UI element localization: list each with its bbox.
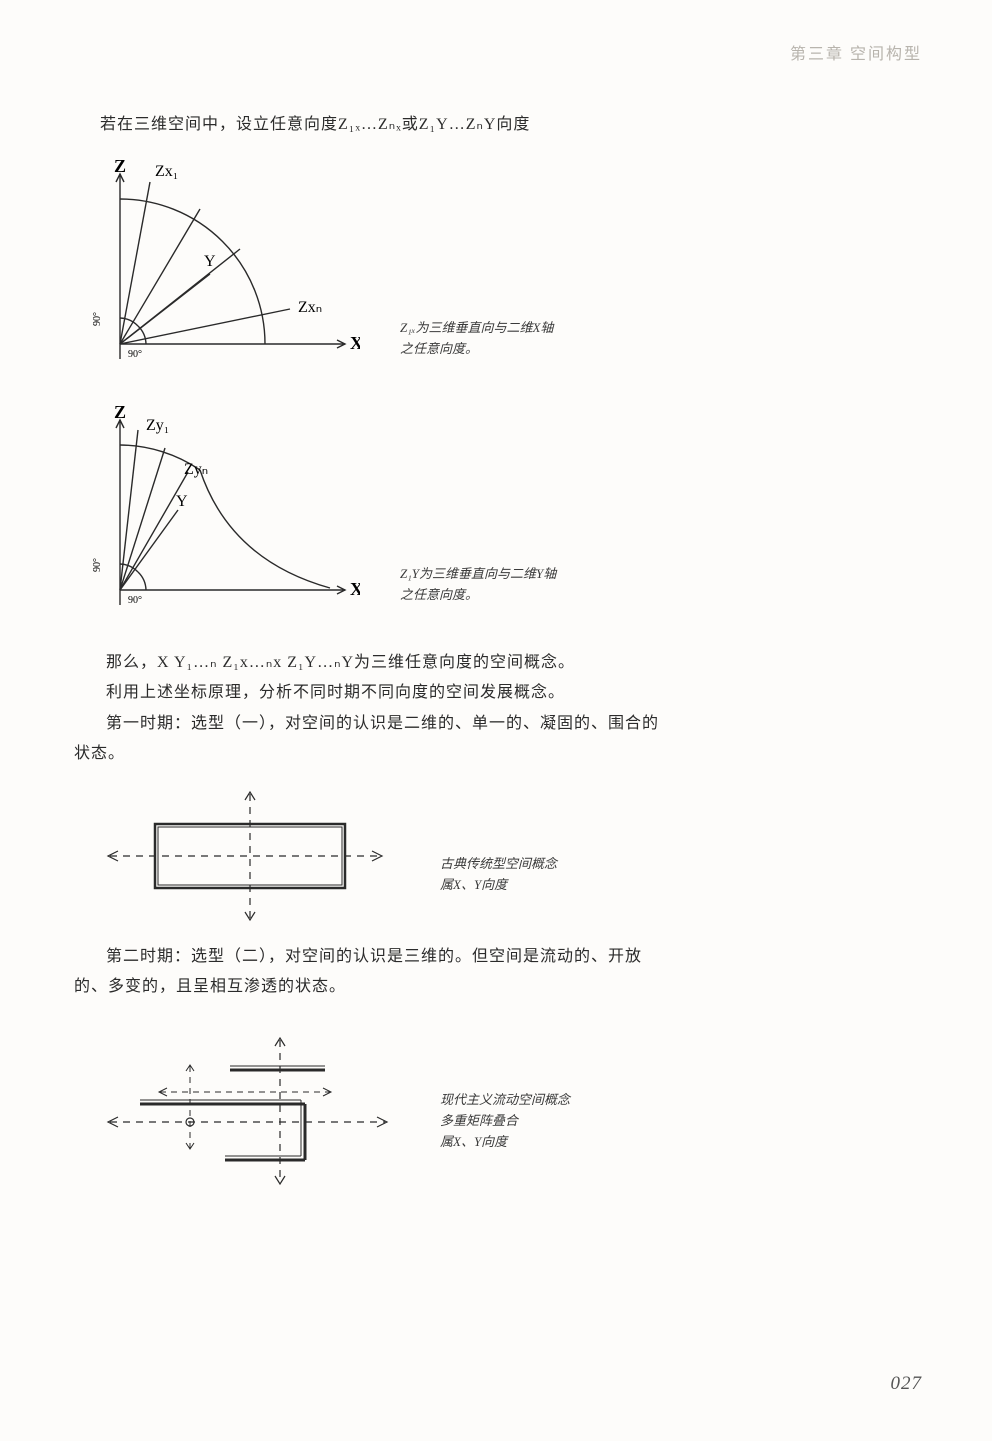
fig1-caption-l2: 之任意向度。 (400, 339, 553, 360)
fig4-caption-l3: 属X、Y向度 (440, 1132, 570, 1153)
fig1-label-X: X (350, 333, 360, 353)
figure-4-svg (100, 1022, 400, 1192)
fig2-label-Zyn: Zyₙ (184, 461, 208, 478)
fig1-caption-l1: Z₁ₓ为三维垂直向与二维X轴 (400, 318, 553, 339)
figure-1-caption: Z₁ₓ为三维垂直向与二维X轴 之任意向度。 (400, 318, 553, 374)
page-number: 027 (891, 1373, 923, 1395)
fig2-caption-l1: Z₁Y为三维垂直向与二维Y轴 (400, 564, 556, 585)
body-text-1: 那么，X Y₁…ₙ Z₁x…ₙx Z₁Y…ₙY为三维任意向度的空间概念。 利用上… (74, 648, 932, 770)
fig1-angle-90h: 90° (128, 349, 142, 360)
fig2-label-Y: Y (176, 493, 188, 510)
fig2-label-Z: Z (114, 402, 126, 422)
fig1-label-Y: Y (204, 253, 216, 270)
fig4-caption-l1: 现代主义流动空间概念 (440, 1090, 570, 1111)
figure-2-block: Z Zy₁ Zyₙ Y X 90° 90° Z₁Y为三维垂直向与二维Y轴 之任意… (80, 400, 932, 620)
fig4-caption-l2: 多重矩阵叠合 (440, 1111, 570, 1132)
fig2-label-X: X (350, 579, 360, 599)
fig3-caption-l1: 古典传统型空间概念 (440, 854, 557, 875)
fig3-caption-l2: 属X、Y向度 (440, 875, 557, 896)
figure-2-caption: Z₁Y为三维垂直向与二维Y轴 之任意向度。 (400, 564, 556, 620)
fig2-caption-l2: 之任意向度。 (400, 585, 556, 606)
fig2-label-Zy1: Zy₁ (146, 417, 169, 434)
intro-text: 若在三维空间中，设立任意向度Z₁ₓ…Zₙₓ或Z₁Y…ZₙY向度 (100, 110, 932, 134)
figure-2-svg: Z Zy₁ Zyₙ Y X 90° 90° (80, 400, 360, 620)
fig2-angle-90v: 90° (92, 558, 103, 572)
body1-p3: 第一时期：选型（一），对空间的认识是二维的、单一的、凝固的、围合的 (74, 709, 932, 739)
fig2-angle-90h: 90° (128, 595, 142, 606)
figure-4-caption: 现代主义流动空间概念 多重矩阵叠合 属X、Y向度 (440, 1090, 570, 1192)
figure-1-block: Z Zx₁ Y Zxₙ X 90° 90° Z₁ₓ为三维垂直向与二维X轴 之任意… (80, 154, 932, 374)
fig1-label-Zx1: Zx₁ (155, 163, 178, 180)
figure-3-svg (100, 786, 400, 926)
body2-p1: 第二时期：选型（二），对空间的认识是三维的。但空间是流动的、开放 (74, 942, 932, 972)
figure-3-caption: 古典传统型空间概念 属X、Y向度 (440, 854, 557, 926)
fig1-label-Z: Z (114, 156, 126, 176)
body1-p1: 那么，X Y₁…ₙ Z₁x…ₙx Z₁Y…ₙY为三维任意向度的空间概念。 (74, 648, 932, 678)
figure-4-block: 现代主义流动空间概念 多重矩阵叠合 属X、Y向度 (100, 1022, 932, 1192)
body1-p2: 利用上述坐标原理，分析不同时期不同向度的空间发展概念。 (74, 678, 932, 708)
fig1-label-Zxn: Zxₙ (298, 299, 322, 316)
chapter-header: 第三章 空间构型 (790, 40, 922, 64)
body-text-2: 第二时期：选型（二），对空间的认识是三维的。但空间是流动的、开放 的、多变的，且… (74, 942, 932, 1003)
body2-p1b: 的、多变的，且呈相互渗透的状态。 (74, 972, 932, 1002)
figure-3-block: 古典传统型空间概念 属X、Y向度 (100, 786, 932, 926)
fig1-angle-90v: 90° (92, 312, 103, 326)
figure-1-svg: Z Zx₁ Y Zxₙ X 90° 90° (80, 154, 360, 374)
body1-p3b: 状态。 (74, 739, 932, 769)
